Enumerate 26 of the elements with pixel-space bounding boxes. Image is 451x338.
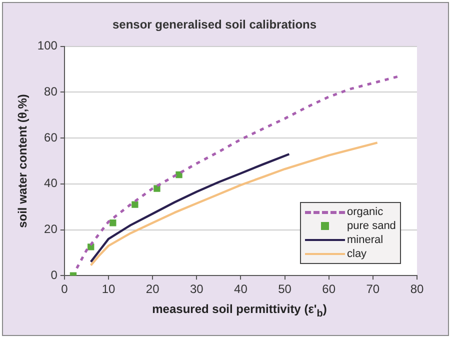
legend-label: pure sand bbox=[347, 220, 396, 232]
point bbox=[110, 220, 116, 226]
legend-label: mineral bbox=[347, 234, 384, 246]
point bbox=[132, 201, 138, 208]
y-tick-label: 100 bbox=[37, 38, 58, 53]
x-tick-label: 60 bbox=[322, 282, 336, 296]
x-tick-label: 50 bbox=[278, 282, 292, 296]
point bbox=[176, 171, 182, 178]
y-tick-label: 40 bbox=[44, 176, 58, 190]
x-tick-label: 10 bbox=[102, 282, 116, 296]
x-tick-label: 80 bbox=[410, 282, 424, 296]
x-tick-label: 70 bbox=[366, 282, 380, 296]
y-axis-title: soil water content (θ,%) bbox=[16, 94, 30, 228]
point bbox=[154, 185, 160, 192]
x-tick-label: 40 bbox=[234, 282, 248, 296]
x-tick-label: 20 bbox=[146, 282, 160, 296]
x-axis-title: measured soil permittivity (ε'$_{b}$) bbox=[151, 302, 328, 320]
legend-label: organic bbox=[347, 206, 384, 218]
y-tick-label: 60 bbox=[44, 130, 58, 144]
y-tick-label: 0 bbox=[50, 268, 58, 282]
legend-label: clay bbox=[347, 248, 367, 260]
y-tick-label: 80 bbox=[44, 84, 58, 99]
x-tick-label: 30 bbox=[190, 282, 204, 296]
x-tick-label: 0 bbox=[61, 282, 68, 296]
chart-title: sensor generalised soil calibrations bbox=[112, 18, 317, 32]
y-tick-label: 20 bbox=[44, 222, 58, 236]
